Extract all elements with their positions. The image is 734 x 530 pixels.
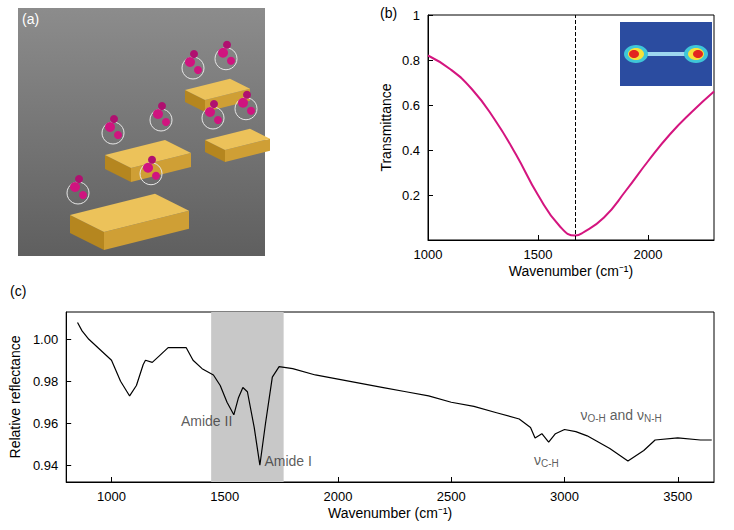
svg-text:1000: 1000 (97, 489, 126, 504)
svg-text:0.98: 0.98 (33, 374, 58, 389)
svg-text:Wavenumber (cm⁻¹): Wavenumber (cm⁻¹) (509, 263, 633, 279)
svg-text:3500: 3500 (663, 489, 692, 504)
svg-text:(a): (a) (22, 11, 39, 27)
svg-text:0.4: 0.4 (402, 143, 420, 158)
svg-text:3000: 3000 (550, 489, 579, 504)
svg-text:0.6: 0.6 (402, 98, 420, 113)
svg-text:Relative reflectance: Relative reflectance (7, 335, 23, 458)
svg-text:0.96: 0.96 (33, 416, 58, 431)
svg-text:O-H: O-H (588, 413, 606, 424)
svg-text:ν: ν (581, 407, 588, 423)
svg-text:1000: 1000 (414, 247, 443, 262)
svg-text:1500: 1500 (210, 489, 239, 504)
svg-text:1500: 1500 (524, 247, 553, 262)
svg-text:C-H: C-H (541, 458, 559, 469)
svg-text:0.2: 0.2 (402, 188, 420, 203)
svg-text:ν: ν (534, 452, 541, 468)
svg-text:Amide II: Amide II (181, 413, 232, 429)
svg-text:2500: 2500 (437, 489, 466, 504)
svg-text:Amide I: Amide I (264, 453, 311, 469)
svg-text:N-H: N-H (644, 413, 662, 424)
svg-text:Wavenumber (cm⁻¹): Wavenumber (cm⁻¹) (328, 505, 452, 521)
svg-text:(c): (c) (10, 283, 26, 299)
svg-text:(b): (b) (380, 5, 397, 21)
svg-text:2000: 2000 (324, 489, 353, 504)
svg-text:2000: 2000 (634, 247, 663, 262)
svg-text:1: 1 (413, 8, 420, 23)
svg-text:0.8: 0.8 (402, 53, 420, 68)
svg-text:and ν: and ν (606, 407, 644, 423)
svg-text:1.00: 1.00 (33, 332, 58, 347)
svg-text:Transmittance: Transmittance (378, 83, 394, 171)
svg-text:0.94: 0.94 (33, 458, 58, 473)
